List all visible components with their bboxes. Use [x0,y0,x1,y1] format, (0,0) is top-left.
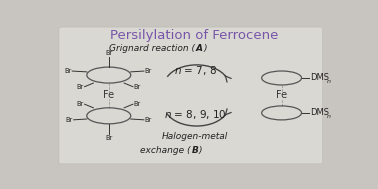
Text: Fe: Fe [276,91,287,100]
Text: ): ) [203,44,207,53]
Text: DMS: DMS [310,108,329,117]
Text: ): ) [198,146,201,155]
Text: Br: Br [105,50,112,56]
Text: Br: Br [64,68,71,74]
Text: Fe: Fe [103,91,114,100]
Text: Persilylation of Ferrocene: Persilylation of Ferrocene [110,29,278,42]
Text: $\it{n}$ = 8, 9, 10: $\it{n}$ = 8, 9, 10 [164,108,226,121]
Text: Br: Br [65,117,73,123]
Text: DMS: DMS [310,74,329,82]
Text: Br: Br [145,117,152,123]
Text: Grignard reaction (: Grignard reaction ( [109,44,195,53]
Text: Br: Br [134,101,141,107]
Text: $\it{n}$ = 7, 8: $\it{n}$ = 7, 8 [174,64,217,77]
FancyBboxPatch shape [59,27,322,164]
Text: Br: Br [134,84,141,90]
Text: A: A [196,44,203,53]
Text: Br: Br [105,135,112,141]
Text: Br: Br [76,101,84,107]
Text: Br: Br [145,68,152,74]
Text: B: B [191,146,198,155]
Text: Halogen-metal: Halogen-metal [162,132,228,141]
Text: exchange (: exchange ( [140,146,191,155]
Text: n: n [327,114,330,119]
Text: Br: Br [76,84,84,90]
Text: n: n [327,79,330,84]
